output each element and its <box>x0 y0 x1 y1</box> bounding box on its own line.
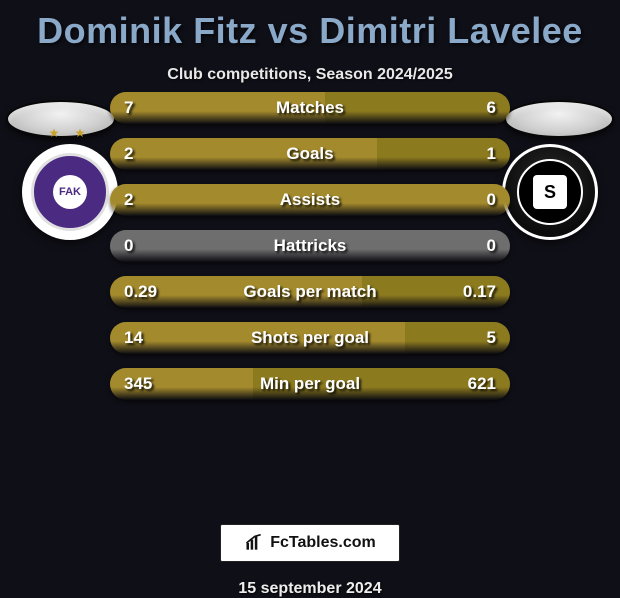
footer-date: 15 september 2024 <box>0 580 620 598</box>
brand-badge: FcTables.com <box>220 524 400 562</box>
stat-bar-left <box>110 184 510 216</box>
club-badge-right: S <box>502 144 598 240</box>
stat-bar-right <box>325 92 510 124</box>
stat-row: Min per goal345621 <box>110 368 510 400</box>
brand-text: FcTables.com <box>270 534 376 552</box>
stat-bar-right <box>405 322 510 354</box>
club-stars-icon: ★ ★ <box>22 126 118 140</box>
stat-row: Goals per match0.290.17 <box>110 276 510 308</box>
stat-row: Hattricks00 <box>110 230 510 262</box>
comparison-canvas: ★ ★ FAK S Matches76 Goals21 Assists20 Hattr… <box>0 84 620 514</box>
stat-bar-right <box>377 138 510 170</box>
stat-bar-left <box>110 92 325 124</box>
stat-row: Shots per goal145 <box>110 322 510 354</box>
club-badge-left: ★ ★ FAK <box>22 144 118 240</box>
chart-icon <box>244 533 264 553</box>
stat-bar-left <box>110 230 310 262</box>
stat-row: Assists20 <box>110 184 510 216</box>
player-right-silhouette <box>504 100 614 138</box>
stat-row: Goals21 <box>110 138 510 170</box>
club-right-mark: S <box>533 175 567 209</box>
club-left-initials: FAK <box>53 175 87 209</box>
stat-bar-right <box>253 368 510 400</box>
stat-bar-right <box>310 230 510 262</box>
stat-rows: Matches76 Goals21 Assists20 Hattricks00 Goal… <box>110 92 510 414</box>
page-title: Dominik Fitz vs Dimitri Lavelee <box>0 0 620 52</box>
stat-bar-right <box>362 276 510 308</box>
stat-bar-left <box>110 138 377 170</box>
stat-bar-left <box>110 368 253 400</box>
stat-bar-left <box>110 276 362 308</box>
stat-row: Matches76 <box>110 92 510 124</box>
stat-bar-left <box>110 322 405 354</box>
subtitle: Club competitions, Season 2024/2025 <box>0 66 620 84</box>
